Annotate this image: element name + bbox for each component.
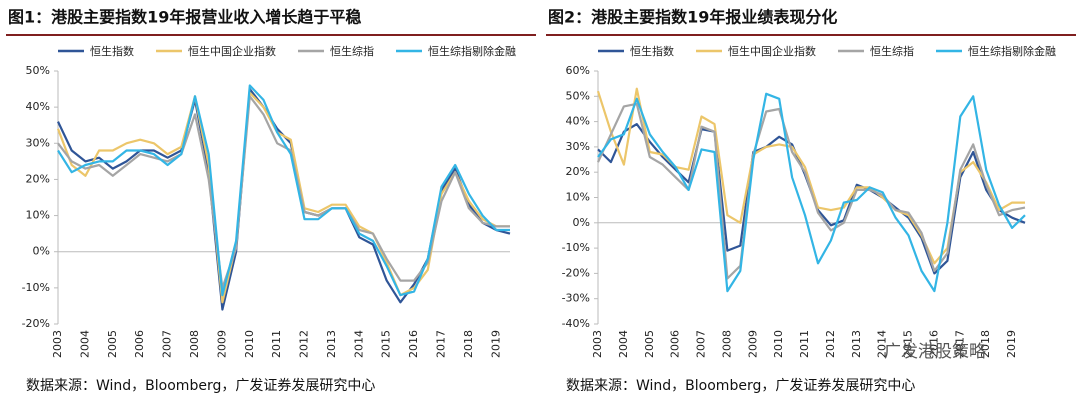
x-tick-label: 2003 [591, 330, 604, 358]
x-tick-label: 2006 [133, 330, 146, 358]
x-tick-label: 2005 [643, 330, 656, 358]
y-tick-label: 30% [566, 140, 590, 153]
chart-panel: 图2：港股主要指数19年报业绩表现分化数据来源：Wind，Bloomberg，广… [546, 8, 1076, 394]
x-tick-label: 2013 [850, 330, 863, 358]
series-line [57, 84, 510, 297]
y-tick-label: 10% [26, 209, 50, 222]
legend-label: 恒生综指剔除金融 [428, 44, 516, 58]
source-note: 数据来源：Wind，Bloomberg，广发证券发展研究中心 [26, 378, 375, 394]
x-tick-label: 2016 [927, 330, 940, 358]
source-note: 数据来源：Wind，Bloomberg，广发证券发展研究中心 [566, 378, 915, 394]
x-tick-label: 2010 [772, 330, 785, 358]
x-tick-label: 2011 [270, 330, 283, 358]
x-tick-label: 2007 [161, 330, 174, 358]
legend-label: 恒生中国企业指数 [728, 44, 816, 58]
chart-title: 图1：港股主要指数19年报营业收入增长趋于平稳 [8, 8, 361, 27]
y-tick-label: 10% [566, 191, 590, 204]
y-tick-label: 0% [33, 245, 50, 258]
series-line [597, 102, 1026, 280]
y-tick-label: 20% [566, 165, 590, 178]
y-tick-label: -20% [22, 317, 50, 330]
y-tick-label: 40% [26, 100, 50, 113]
chart-title: 图2：港股主要指数19年报业绩表现分化 [548, 8, 837, 27]
x-tick-label: 2008 [188, 330, 201, 358]
x-tick-label: 2014 [352, 330, 365, 358]
legend-label: 恒生综指 [870, 44, 914, 58]
y-tick-label: -10% [562, 241, 590, 254]
y-tick-label: -10% [22, 281, 50, 294]
y-tick-label: 0% [573, 216, 590, 229]
x-tick-label: 2017 [953, 330, 966, 358]
y-tick-label: -40% [562, 317, 590, 330]
x-tick-label: 2009 [746, 330, 759, 358]
x-tick-label: 2015 [380, 330, 393, 358]
x-tick-label: 2004 [78, 330, 91, 358]
x-tick-label: 2014 [876, 330, 889, 358]
y-tick-label: 30% [26, 136, 50, 149]
x-tick-label: 2004 [617, 330, 630, 358]
x-tick-label: 2010 [243, 330, 256, 358]
x-tick-label: 2019 [1005, 330, 1018, 358]
legend-label: 恒生指数 [630, 44, 674, 58]
x-tick-label: 2008 [720, 330, 733, 358]
x-tick-label: 2015 [902, 330, 915, 358]
x-tick-label: 2013 [325, 330, 338, 358]
legend-label: 恒生指数 [90, 44, 134, 58]
x-tick-label: 2019 [489, 330, 502, 358]
y-tick-label: 40% [566, 115, 590, 128]
x-tick-label: 2003 [51, 330, 64, 358]
x-tick-label: 2007 [695, 330, 708, 358]
x-tick-label: 2006 [669, 330, 682, 358]
x-tick-label: 2018 [979, 330, 992, 358]
x-tick-label: 2005 [106, 330, 119, 358]
x-tick-label: 2011 [798, 330, 811, 358]
x-tick-label: 2018 [462, 330, 475, 358]
y-tick-label: 20% [26, 172, 50, 185]
chart-panel: 图1：港股主要指数19年报营业收入增长趋于平稳数据来源：Wind，Bloombe… [6, 8, 536, 394]
series-line [57, 95, 510, 289]
y-tick-label: 60% [566, 64, 590, 77]
legend-label: 恒生综指剔除金融 [968, 44, 1056, 58]
legend-label: 恒生中国企业指数 [188, 44, 276, 58]
x-tick-label: 2012 [824, 330, 837, 358]
series-line [597, 92, 1026, 293]
y-tick-label: -20% [562, 266, 590, 279]
watermark: 广发港股策略 [884, 342, 986, 362]
x-tick-label: 2017 [435, 330, 448, 358]
legend-label: 恒生综指 [330, 44, 374, 58]
x-tick-label: 2016 [407, 330, 420, 358]
y-tick-label: -30% [562, 292, 590, 305]
y-tick-label: 50% [26, 64, 50, 77]
x-tick-label: 2009 [215, 330, 228, 358]
x-tick-label: 2012 [298, 330, 311, 358]
y-tick-label: 50% [566, 89, 590, 102]
series-line [597, 123, 1026, 275]
